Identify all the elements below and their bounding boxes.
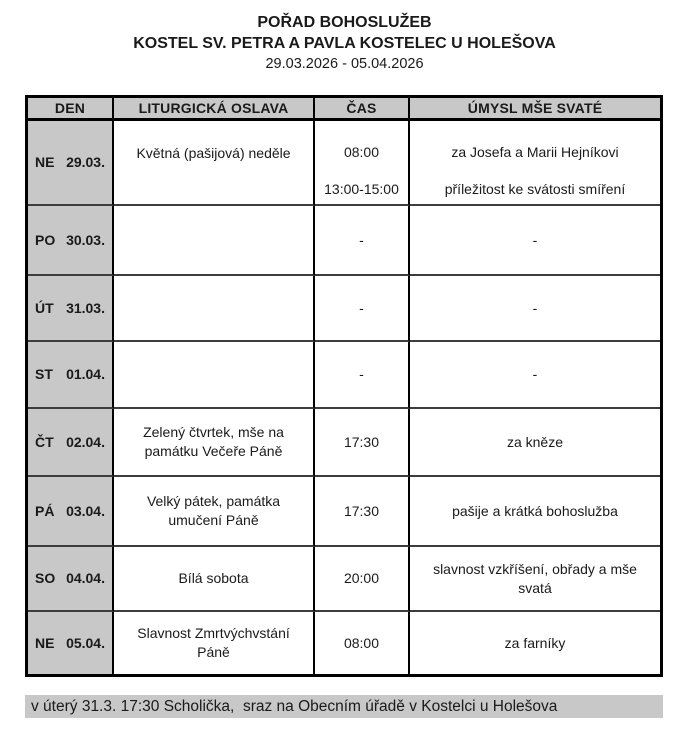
day-cell: PO 30.03. xyxy=(28,206,114,276)
time-value: 08:00 xyxy=(343,634,380,651)
time-cell: - xyxy=(315,206,410,276)
table-row: ÚT 31.03. - - xyxy=(28,276,660,342)
time-cell: - xyxy=(315,342,410,409)
liturgy-cell: Zelený čtvrtek, mše na památku Večeře Pá… xyxy=(114,409,315,477)
day-abbrev: ČT xyxy=(35,433,54,450)
liturgy-cell: Květná (pašijová) neděle xyxy=(114,121,315,206)
table-row: NE 29.03. Květná (pašijová) neděle 08:00 13:… xyxy=(28,121,660,206)
intention-value: pašije a krátká bohoslužba xyxy=(452,502,618,519)
day-abbrev: PO xyxy=(35,231,56,248)
day-cell: ČT 02.04. xyxy=(28,409,114,477)
column-header: ČAS xyxy=(315,98,410,121)
column-header: ÚMYSL MŠE SVATÉ xyxy=(410,98,660,121)
time-cell: 08:00 xyxy=(315,612,410,674)
day-abbrev: PÁ xyxy=(35,502,55,519)
intention-value: - xyxy=(532,299,538,316)
liturgy-cell xyxy=(114,342,315,409)
intention-value: za kněze xyxy=(506,433,564,450)
liturgy-cell: Velký pátek, památka umučení Páně xyxy=(114,477,315,547)
table-row: SO 04.04. Bílá sobota 20:00 slavnost vzkříše… xyxy=(28,547,660,612)
day-date: 31.03. xyxy=(66,299,105,316)
column-header: DEN xyxy=(28,98,114,121)
date-range: 29.03.2026 - 05.04.2026 xyxy=(265,56,424,72)
time-cell: 17:30 xyxy=(315,409,410,477)
time-cell: - xyxy=(315,276,410,342)
day-date: 02.04. xyxy=(66,433,105,450)
table-row: PÁ 03.04. Velký pátek, památka umučení Pán… xyxy=(28,477,660,547)
intention-value: slavnost vzkříšení, obřady a mše svatá xyxy=(433,560,637,596)
liturgy-cell xyxy=(114,206,315,276)
table-row: ČT 02.04. Zelený čtvrtek, mše na památku V… xyxy=(28,409,660,477)
day-date: 05.04. xyxy=(66,634,105,651)
intention-cell: - xyxy=(410,342,660,409)
time-value: 08:00 xyxy=(343,144,380,160)
intention-cell: pašije a krátká bohoslužba xyxy=(410,477,660,547)
intention-value: - xyxy=(532,231,538,248)
intention-cell: za kněze xyxy=(410,409,660,477)
intention-cell: - xyxy=(410,276,660,342)
intention-cell: slavnost vzkříšení, obřady a mše svatá xyxy=(410,547,660,612)
page-title: POŘAD BOHOSLUŽEB xyxy=(257,14,432,31)
footer-note: v úterý 31.3. 17:30 Scholička, sraz na O… xyxy=(25,695,663,718)
intention-value: za Josefa a Marii Hejníkovi xyxy=(451,144,619,160)
day-cell: NE 05.04. xyxy=(28,612,114,674)
time-value: - xyxy=(359,299,364,316)
day-date: 01.04. xyxy=(66,366,105,382)
intention-cell: za farníky xyxy=(410,612,660,674)
intention-value: - xyxy=(532,366,538,382)
time-value: 17:30 xyxy=(343,433,380,450)
day-abbrev: SO xyxy=(35,570,56,586)
day-date: 30.03. xyxy=(66,231,105,248)
intention-cell: za Josefa a Marii Hejníkovi příležitost k… xyxy=(410,121,660,206)
liturgy-cell: Bílá sobota xyxy=(114,547,315,612)
intention-value: za farníky xyxy=(504,634,566,651)
day-abbrev: ST xyxy=(35,366,53,382)
day-cell: ST 01.04. xyxy=(28,342,114,409)
time-value: 17:30 xyxy=(343,502,380,519)
time-cell: 20:00 xyxy=(315,547,410,612)
time-value: 13:00-15:00 xyxy=(324,181,399,197)
day-cell: SO 04.04. xyxy=(28,547,114,612)
intention-value: příležitost ke svátosti smíření xyxy=(444,181,626,197)
day-abbrev: ÚT xyxy=(35,299,54,316)
day-cell: NE 29.03. xyxy=(28,121,114,206)
liturgy-cell: Slavnost Zmrtvýchvstání Páně xyxy=(114,612,315,674)
day-abbrev: NE xyxy=(35,154,55,170)
intention-cell: - xyxy=(410,206,660,276)
day-abbrev: NE xyxy=(35,634,55,651)
liturgy-cell xyxy=(114,276,315,342)
title-block: POŘAD BOHOSLUŽEB KOSTEL SV. PETRA A PAVL… xyxy=(0,0,689,75)
time-cell: 08:00 13:00-15:00 xyxy=(315,121,410,206)
time-value: - xyxy=(359,366,364,382)
schedule-table: DEN LITURGICKÁ OSLAVA ČAS ÚMYSL MŠE SVATÉ NE… xyxy=(25,95,663,677)
table-row: ST 01.04. - - xyxy=(28,342,660,409)
time-cell: 17:30 xyxy=(315,477,410,547)
church-name: KOSTEL SV. PETRA A PAVLA KOSTELEC U HOLE… xyxy=(133,35,556,52)
table-row: PO 30.03. - - xyxy=(28,206,660,276)
time-value: 20:00 xyxy=(343,570,380,586)
day-date: 04.04. xyxy=(66,570,105,586)
day-cell: PÁ 03.04. xyxy=(28,477,114,547)
day-cell: ÚT 31.03. xyxy=(28,276,114,342)
day-date: 29.03. xyxy=(66,154,105,170)
time-value: - xyxy=(359,231,364,248)
day-date: 03.04. xyxy=(66,502,105,519)
table-header-row: DEN LITURGICKÁ OSLAVA ČAS ÚMYSL MŠE SVATÉ xyxy=(28,98,660,121)
column-header: LITURGICKÁ OSLAVA xyxy=(114,98,315,121)
table-row: NE 05.04. Slavnost Zmrtvýchvstání Páně 08:0… xyxy=(28,612,660,674)
